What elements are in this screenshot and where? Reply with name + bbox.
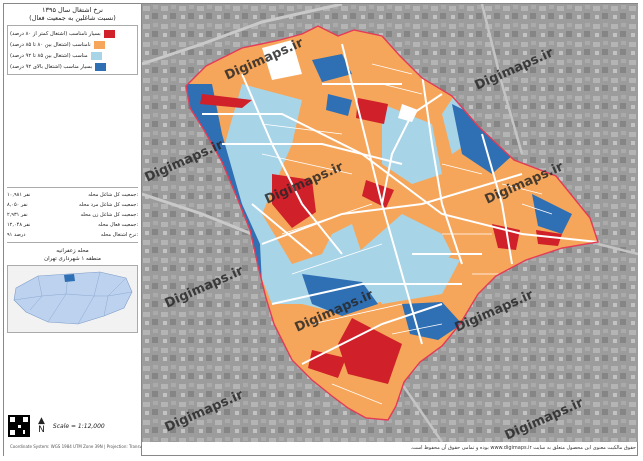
legend-label: بسیار نامناسب (اشتغال کمتر از ۸۰ درصد) (10, 30, 101, 37)
map-title-line-2: (نسبت شاغلین به جمعیت فعال) (29, 14, 116, 22)
legend-item-poor: نامناسب (اشتغال بین ۸۰ تا ۸۵ درصد) (10, 39, 135, 50)
stat-row: ۱۰,۹۸۱ نفر جمعیت کل شاغل محله: (7, 190, 138, 200)
legend-swatch (93, 40, 105, 49)
stat-value: ۲,۹۳۱ نفر (7, 212, 28, 218)
qr-code-icon (8, 415, 30, 437)
map-canvas[interactable] (142, 4, 638, 442)
location-caption: محله زعفرانیه منطقه ۱ شهرداری تهران (7, 247, 138, 263)
legend-swatch (95, 62, 107, 71)
statistics-table: ۱۰,۹۸۱ نفر جمعیت کل شاغل محله: ۸,۰۵۰ نفر ج… (7, 187, 138, 243)
legend-item-very-poor: بسیار نامناسب (اشتغال کمتر از ۸۰ درصد) (10, 28, 135, 39)
copyright-note: حقوق مالکیت معنوی این محصول متعلق به سای… (410, 445, 636, 451)
stat-label: جمعیت کل شاغل زن محله: (80, 212, 138, 218)
projection-note: Coordinate System: WGS 1984 UTM Zone 39N… (10, 444, 142, 449)
main-map[interactable]: Digimaps.ir Digimaps.ir Digimaps.ir Digi… (142, 4, 638, 442)
legend-item-good: مناسب (اشتغال بین ۸۵ تا ۹۲ درصد) (10, 50, 135, 61)
stat-label: نرخ اشتغال محله: (100, 232, 138, 238)
north-label: N (38, 425, 45, 435)
legend-label: نامناسب (اشتغال بین ۸۰ تا ۸۵ درصد) (10, 41, 91, 48)
stat-value: ۱۲,۰۴۸ نفر (7, 222, 31, 228)
map-footer-elements: ▲ N Scale = 1:12,000 (8, 408, 138, 444)
stat-row: ۸,۰۵۰ نفر جمعیت کل شاغل مرد محله: (7, 200, 138, 210)
map-title: نرخ اشتغال سال ۱۳۹۵ (نسبت شاغلین به جمعی… (4, 4, 141, 22)
stat-value: ۸,۰۵۰ نفر (7, 202, 28, 208)
neighborhood-boundary (185, 25, 599, 421)
stat-row: ۹۱ درصد نرخ اشتغال محله: (7, 230, 138, 240)
stat-label: جمعیت فعال محله: (98, 222, 138, 228)
map-title-line-1: نرخ اشتغال سال ۱۳۹۵ (42, 6, 103, 14)
inset-map-graphic (13, 271, 133, 325)
stat-row: ۲,۹۳۱ نفر جمعیت کل شاغل زن محله: (7, 210, 138, 220)
inset-locator-map (7, 265, 138, 333)
legend-panel: نرخ اشتغال سال ۱۳۹۵ (نسبت شاغلین به جمعی… (4, 4, 142, 456)
stat-value: ۹۱ درصد (7, 232, 26, 238)
inset-highlight-district (64, 274, 75, 282)
legend-label: مناسب (اشتغال بین ۸۵ تا ۹۲ درصد) (10, 52, 88, 59)
north-arrow-icon: ▲ N (38, 416, 45, 435)
legend-swatch (90, 51, 102, 60)
legend-box: بسیار نامناسب (اشتغال کمتر از ۸۰ درصد) ن… (7, 25, 138, 75)
neighborhood-name: محله زعفرانیه (56, 248, 89, 254)
stat-value: ۱۰,۹۸۱ نفر (7, 192, 31, 198)
stat-label: جمعیت کل شاغل محله: (88, 192, 138, 198)
legend-swatch (103, 29, 115, 38)
legend-item-very-good: بسیار مناسب (اشتغال بالای ۹۲ درصد) (10, 61, 135, 72)
scale-text: Scale = 1:12,000 (52, 422, 105, 430)
district-name: منطقه ۱ شهرداری تهران (44, 256, 101, 262)
stat-label: جمعیت کل شاغل مرد محله: (78, 202, 138, 208)
legend-label: بسیار مناسب (اشتغال بالای ۹۲ درصد) (10, 63, 93, 70)
stat-row: ۱۲,۰۴۸ نفر جمعیت فعال محله: (7, 220, 138, 230)
